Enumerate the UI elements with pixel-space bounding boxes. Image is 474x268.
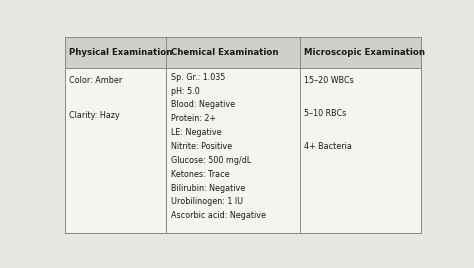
Text: Bilirubin: Negative: Bilirubin: Negative	[171, 184, 245, 192]
Text: 15–20 WBCs: 15–20 WBCs	[304, 76, 354, 84]
Text: Ascorbic acid: Negative: Ascorbic acid: Negative	[171, 211, 266, 220]
Text: 5–10 RBCs: 5–10 RBCs	[304, 109, 346, 118]
Text: Blood: Negative: Blood: Negative	[171, 100, 235, 109]
Text: Chemical Examination: Chemical Examination	[171, 48, 278, 57]
Bar	[300, 37, 421, 68]
Text: pH: 5.0: pH: 5.0	[171, 87, 200, 95]
Text: Color: Amber: Color: Amber	[69, 76, 122, 84]
Text: Urobilinogen: 1 IU: Urobilinogen: 1 IU	[171, 197, 243, 206]
Text: Sp. Gr.: 1.035: Sp. Gr.: 1.035	[171, 73, 225, 82]
Text: Protein: 2+: Protein: 2+	[171, 114, 216, 123]
Bar	[65, 37, 166, 68]
Text: Clarity: Hazy: Clarity: Hazy	[69, 111, 120, 120]
Text: LE: Negative: LE: Negative	[171, 128, 221, 137]
Text: Ketones: Trace: Ketones: Trace	[171, 170, 229, 179]
Text: Microscopic Examination: Microscopic Examination	[304, 48, 425, 57]
Text: Nitrite: Positive: Nitrite: Positive	[171, 142, 232, 151]
Text: 4+ Bacteria: 4+ Bacteria	[304, 142, 352, 151]
Text: Physical Examination: Physical Examination	[69, 48, 173, 57]
Bar	[166, 37, 300, 68]
Text: Glucose: 500 mg/dL: Glucose: 500 mg/dL	[171, 156, 251, 165]
